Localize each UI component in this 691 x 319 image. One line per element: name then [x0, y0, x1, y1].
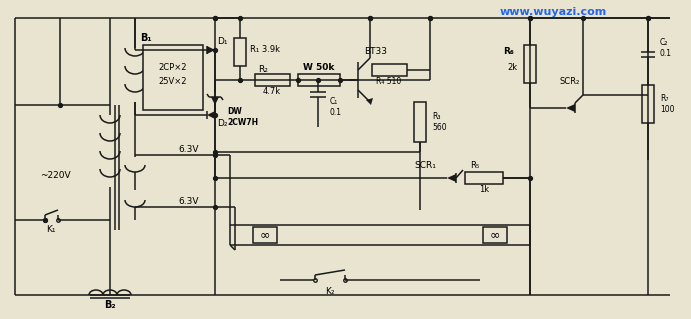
Bar	[465, 172, 503, 184]
Text: K₁: K₁	[46, 226, 56, 234]
Text: D₂: D₂	[217, 118, 227, 128]
Polygon shape	[211, 97, 219, 105]
Text: C₁
0.1: C₁ 0.1	[330, 97, 342, 117]
Bar	[642, 85, 654, 123]
Text: R₃
560: R₃ 560	[432, 112, 446, 132]
Bar	[372, 64, 407, 76]
Text: DW
2CW7H: DW 2CW7H	[227, 107, 258, 127]
Text: BT33: BT33	[364, 48, 388, 56]
Text: 25V×2: 25V×2	[159, 78, 187, 86]
Text: B₁: B₁	[140, 33, 151, 43]
Text: B₂: B₂	[104, 300, 116, 310]
Polygon shape	[566, 104, 575, 112]
Bar	[234, 38, 246, 66]
Text: ∞: ∞	[490, 228, 500, 241]
Text: R₄ 510: R₄ 510	[377, 78, 401, 86]
Bar	[483, 227, 507, 243]
Bar	[253, 227, 277, 243]
Text: www.wuyazi.com: www.wuyazi.com	[500, 7, 607, 17]
Text: SCR₁: SCR₁	[414, 161, 436, 170]
Text: R₆: R₆	[503, 48, 514, 56]
Text: K₂: K₂	[325, 287, 334, 296]
Text: R₅: R₅	[471, 161, 480, 170]
Text: 6.3V: 6.3V	[178, 197, 198, 206]
Text: R₁ 3.9k: R₁ 3.9k	[250, 46, 280, 55]
Bar	[255, 74, 290, 86]
Bar	[298, 74, 340, 86]
Text: 2CP×2: 2CP×2	[159, 63, 187, 72]
Text: C₂
0.1: C₂ 0.1	[660, 38, 672, 58]
Bar	[414, 102, 426, 142]
Polygon shape	[207, 46, 215, 54]
Text: R₇
100: R₇ 100	[660, 94, 674, 114]
Polygon shape	[447, 174, 456, 182]
Bar	[524, 45, 536, 83]
Text: 6.3V: 6.3V	[178, 145, 198, 154]
Text: D₁: D₁	[217, 38, 227, 47]
Text: SCR₂: SCR₂	[560, 78, 580, 86]
Text: R₂: R₂	[258, 65, 268, 75]
Text: ~220V: ~220V	[40, 170, 70, 180]
Polygon shape	[207, 111, 215, 119]
Text: 1k: 1k	[479, 186, 489, 195]
Text: 2k: 2k	[508, 63, 518, 71]
Text: ∞: ∞	[260, 228, 270, 241]
Text: 4.7k: 4.7k	[263, 87, 281, 97]
Text: W 50k: W 50k	[303, 63, 334, 72]
Polygon shape	[366, 98, 373, 105]
Bar	[143, 45, 203, 110]
